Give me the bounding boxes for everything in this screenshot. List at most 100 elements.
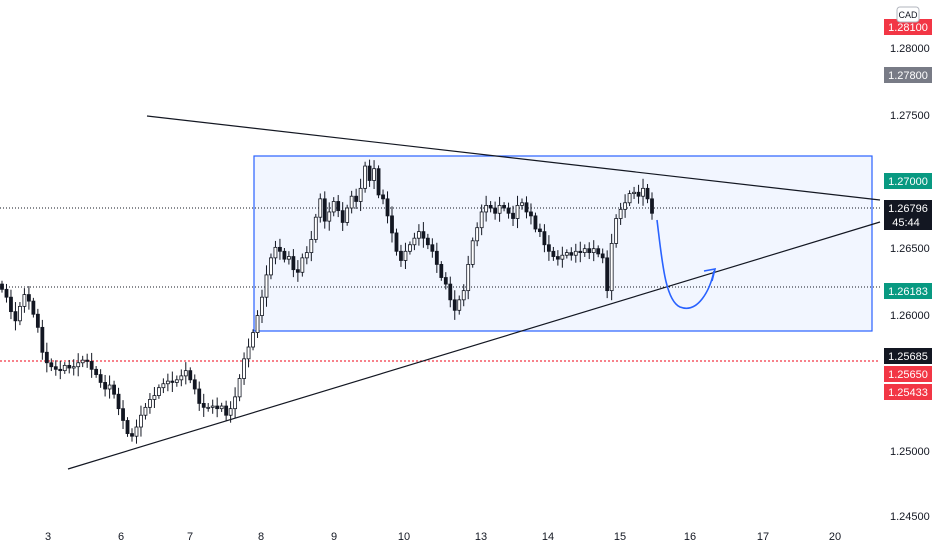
candle-body [515,204,520,219]
candle-body [188,370,193,381]
current-price-label: 1.26796 [888,203,928,215]
candle-body [636,191,641,197]
price-tag-label: 1.25650 [888,369,928,381]
candle-body [215,405,220,410]
candle-body [448,283,453,301]
candle-body [376,168,381,196]
candle-body [466,264,471,292]
candle-body [291,256,296,271]
candle-body [470,240,475,265]
candle-body [165,380,170,385]
candle-body [443,277,448,285]
candles-group [0,159,654,444]
candle-body [35,313,40,328]
candle-body [318,198,323,218]
candle-body [363,165,368,189]
candle-body [228,408,233,416]
time-axis[interactable]: 3 6 7 8 9 10 13 14 15 16 17 20 [45,531,841,543]
candle-body [278,246,282,252]
candle-body [340,210,345,223]
candle-body [116,393,121,410]
candle-body [9,296,13,313]
y-tick: 1.28000 [890,43,930,55]
price-tag [884,173,932,189]
candle-body [372,168,376,181]
candle-body [587,248,592,254]
candle-body [183,370,188,377]
candle-body [201,403,206,408]
candle-body [506,207,511,214]
candle-body [26,294,31,302]
plot-area[interactable] [0,115,881,470]
candle-body [591,248,596,254]
projection-arrow[interactable] [656,219,715,310]
candle-body [94,368,99,375]
lower-trendline[interactable] [67,221,881,470]
candle-body [493,207,498,214]
candle-body [345,207,350,223]
candle-body [103,382,108,390]
candle-body [58,368,63,372]
candle-body [273,246,278,259]
candle-body [269,257,273,276]
candle-body [246,346,251,360]
candle-body [237,378,242,398]
price-tag [884,67,932,83]
candle-body [538,228,542,233]
candle-body [425,237,430,246]
x-tick: 7 [187,531,193,543]
candle-body [551,250,556,257]
candle-body [76,362,81,368]
candle-body [632,191,636,194]
upper-trendline[interactable] [146,115,881,201]
candle-body [484,204,489,213]
candle-body [408,244,412,252]
candle-body [645,187,650,200]
candle-body [618,208,623,219]
price-tag-label: 1.25433 [888,387,928,399]
price-tag-top-label: 1.28100 [888,22,928,34]
candle-body [233,396,238,410]
candle-body [331,201,336,213]
candle-body [80,359,85,364]
candle-body [192,379,197,390]
candle-body [641,187,645,197]
candle-body [439,264,444,278]
y-tick: 1.26500 [890,243,930,255]
candle-body [179,375,184,381]
candle-body [354,195,359,202]
candle-body [148,399,152,408]
currency-badge[interactable] [896,6,920,23]
candle-body [67,364,72,369]
price-axis[interactable]: 1.24500 1.25000 1.26000 1.26500 1.27500 … [884,6,932,523]
candle-body [206,406,211,409]
range-box[interactable] [253,155,873,332]
candle-body [89,361,94,370]
x-tick: 17 [757,531,769,543]
candle-body [582,248,587,254]
candle-body [286,256,291,260]
candle-body [403,250,408,261]
candle-body [600,253,605,259]
price-tag-label: 1.26183 [888,286,928,298]
candle-body [85,359,90,362]
x-tick: 14 [542,531,554,543]
candle-body [98,374,103,383]
candle-body [461,290,466,301]
candle-body [430,244,435,252]
candle-body [170,380,175,383]
y-tick: 1.26000 [890,310,930,322]
candle-body [511,212,515,219]
candle-body [309,239,314,254]
candle-body [49,362,54,368]
currency-label: CAD [898,10,918,20]
candle-body [264,274,269,298]
price-tag [884,384,932,400]
candle-body [130,433,134,437]
candle-body [161,383,166,389]
candle-body [295,269,300,273]
candle-body [520,202,524,206]
candle-body [313,216,318,240]
x-tick: 15 [614,531,626,543]
